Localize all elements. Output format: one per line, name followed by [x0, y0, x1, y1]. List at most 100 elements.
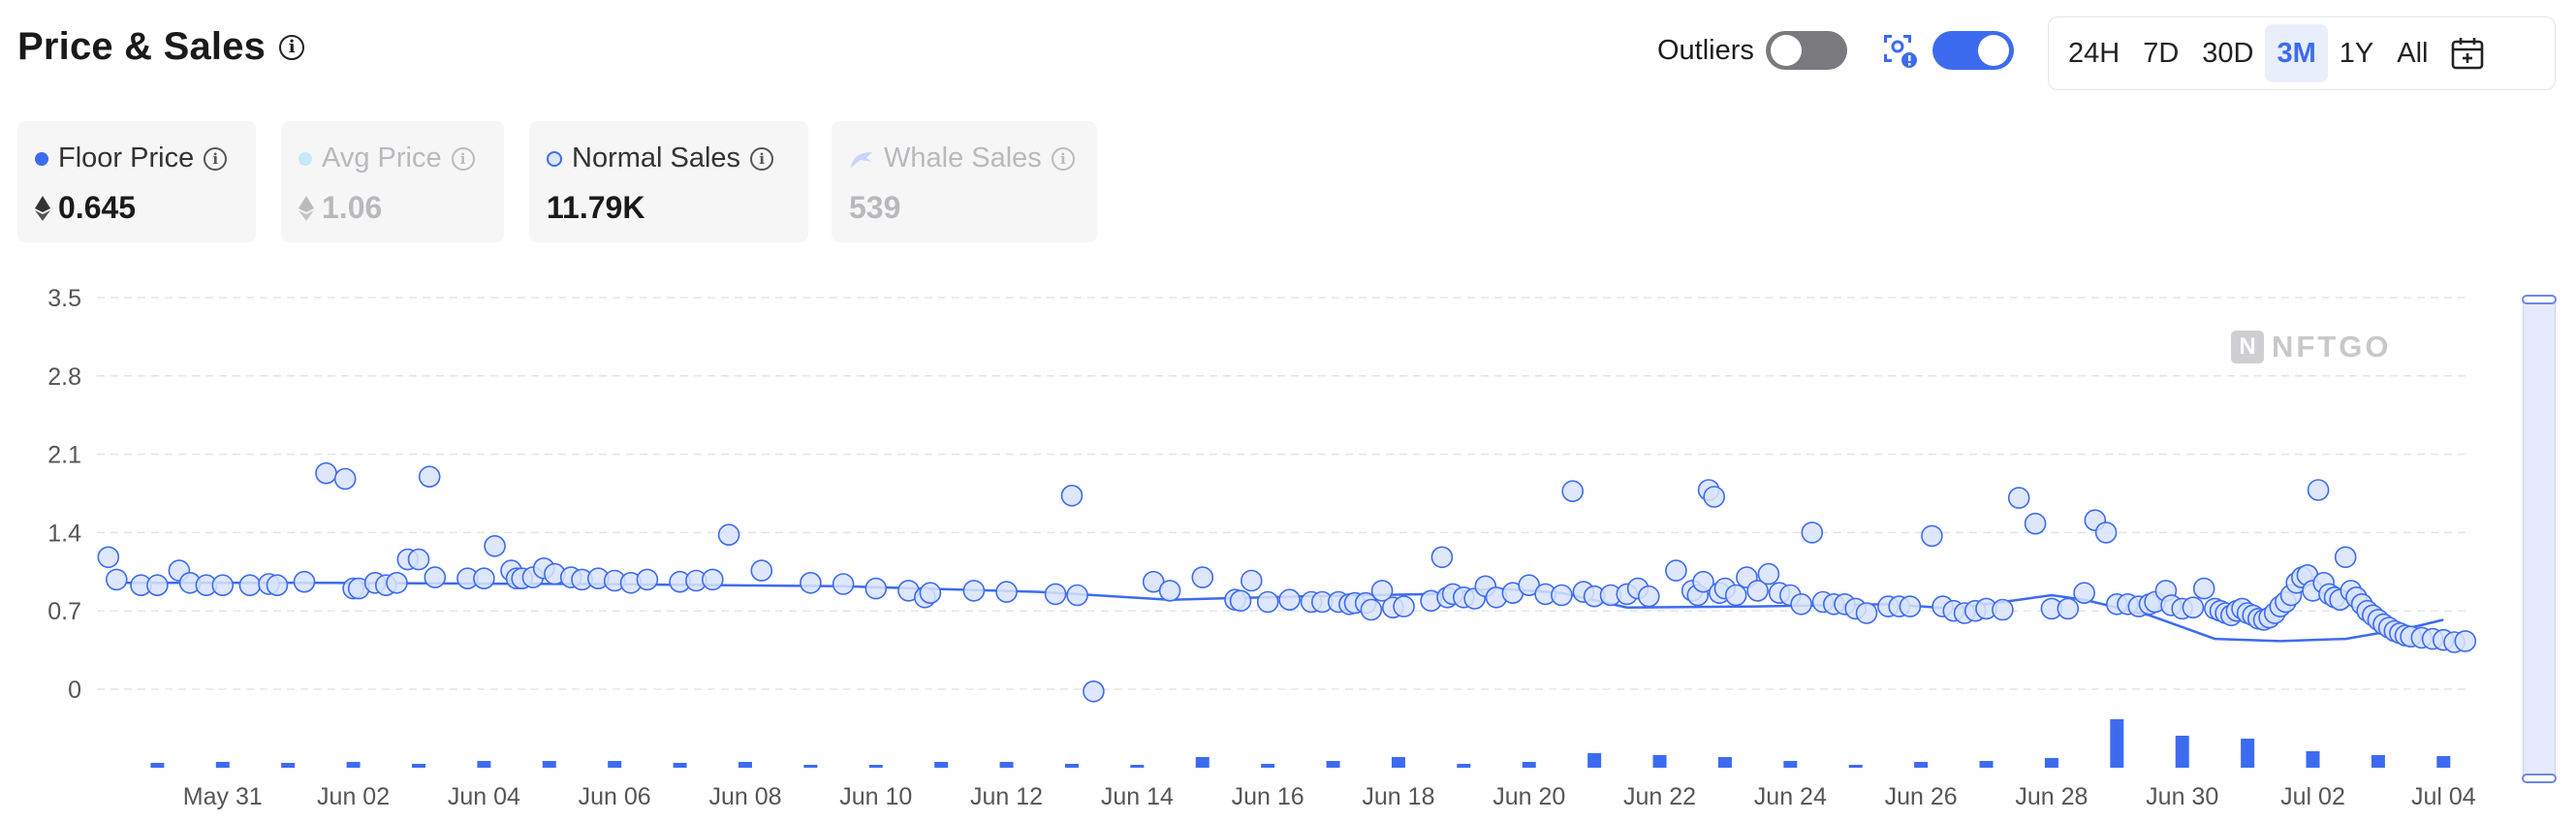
marketplace-switch[interactable]: [1932, 31, 2014, 70]
price-sales-chart[interactable]: 3.5 2.8 2.1 1.4 0.7 0 May 31 Jun 02 Jun 04 Jun 0…: [0, 0, 2520, 822]
chart-header: Price & Sales i: [17, 25, 305, 69]
sale-point[interactable]: [418, 465, 441, 489]
sale-point[interactable]: [1551, 584, 1573, 607]
sale-point[interactable]: [386, 571, 408, 594]
sale-point[interactable]: [266, 574, 289, 597]
info-icon[interactable]: i: [1051, 146, 1075, 171]
sale-point[interactable]: [333, 467, 357, 490]
sale-point[interactable]: [832, 573, 855, 595]
card-label: Normal Sales: [572, 142, 741, 174]
sale-point[interactable]: [800, 571, 822, 594]
volume-bar: [542, 761, 556, 768]
sale-point[interactable]: [1066, 584, 1088, 607]
sale-point[interactable]: [962, 580, 986, 602]
volume-bar: [1391, 757, 1405, 768]
sale-point[interactable]: [2024, 512, 2047, 535]
volume-bar: [1652, 755, 1667, 768]
sale-point[interactable]: [1044, 583, 1067, 606]
avg-price-card[interactable]: Avg Price i 1.06: [281, 121, 504, 242]
watermark-text: NFTGO: [2272, 330, 2392, 364]
sale-point[interactable]: [919, 582, 942, 605]
info-icon[interactable]: i: [279, 34, 305, 60]
sale-point[interactable]: [1360, 598, 1383, 621]
sale-point[interactable]: [750, 559, 773, 582]
x-tick-label: Jun 04: [448, 783, 520, 810]
x-tick-label: Jun 08: [708, 783, 781, 810]
range-1y-button[interactable]: 1Y: [2339, 38, 2374, 69]
sale-point[interactable]: [2057, 597, 2080, 620]
zoom-handle-top[interactable]: [2522, 295, 2557, 304]
zoom-scrollbar[interactable]: [2522, 295, 2557, 783]
sale-point[interactable]: [484, 534, 506, 557]
range-all-button[interactable]: All: [2397, 38, 2429, 69]
sale-point[interactable]: [1158, 580, 1181, 602]
sale-point[interactable]: [1921, 524, 1943, 548]
sale-point[interactable]: [1393, 595, 1415, 617]
sale-point[interactable]: [636, 568, 659, 591]
sale-point[interactable]: [97, 546, 120, 569]
sale-point[interactable]: [2073, 582, 2095, 605]
sale-point[interactable]: [2307, 479, 2330, 501]
range-24h-button[interactable]: 24H: [2068, 38, 2120, 69]
sale-point[interactable]: [146, 574, 169, 597]
volume-bar: [1914, 762, 1929, 768]
sale-point[interactable]: [1790, 592, 1812, 616]
sale-point[interactable]: [407, 548, 430, 571]
range-3m-button[interactable]: 3M: [2265, 24, 2328, 82]
sale-point[interactable]: [717, 523, 740, 547]
sale-point[interactable]: [211, 574, 235, 597]
outliers-switch[interactable]: [1765, 31, 1847, 70]
sale-point[interactable]: [1899, 595, 1922, 617]
floor-price-card[interactable]: Floor Price i 0.645: [17, 121, 256, 242]
sale-point[interactable]: [424, 566, 447, 588]
sale-point[interactable]: [1692, 570, 1714, 593]
sale-point[interactable]: [2454, 630, 2477, 652]
calendar-icon[interactable]: [2450, 36, 2485, 71]
sale-point[interactable]: [1256, 590, 1279, 614]
range-30d-button[interactable]: 30D: [2202, 38, 2254, 69]
sale-point[interactable]: [1191, 566, 1214, 588]
sale-point[interactable]: [995, 581, 1018, 603]
sale-point[interactable]: [1801, 522, 1824, 544]
sale-point[interactable]: [1229, 589, 1252, 613]
sale-point[interactable]: [1241, 569, 1263, 592]
sale-point[interactable]: [315, 461, 337, 485]
x-tick-label: Jun 10: [839, 783, 912, 810]
volume-bar: [2241, 739, 2255, 768]
sale-point[interactable]: [1992, 598, 2014, 621]
sale-point[interactable]: [106, 568, 128, 591]
sale-point[interactable]: [2094, 522, 2118, 544]
zoom-handle-bottom[interactable]: [2522, 774, 2557, 783]
sale-point[interactable]: [1746, 580, 1769, 602]
volume-bar: [803, 765, 818, 768]
sale-point[interactable]: [2192, 577, 2215, 600]
whale-sales-card[interactable]: Whale Sales i 539: [832, 121, 1097, 242]
sale-point[interactable]: [1757, 562, 1780, 585]
sale-point[interactable]: [1370, 580, 1394, 602]
sale-point[interactable]: [701, 568, 724, 591]
sale-point[interactable]: [864, 577, 888, 600]
sale-point[interactable]: [473, 567, 495, 590]
normal-sales-card[interactable]: Normal Sales i 11.79K: [529, 121, 808, 242]
info-icon[interactable]: i: [204, 146, 228, 171]
sale-point[interactable]: [1083, 680, 1105, 703]
sale-point[interactable]: [238, 574, 262, 597]
sale-point[interactable]: [1855, 602, 1878, 624]
sale-point[interactable]: [1430, 546, 1454, 569]
sale-point[interactable]: [1638, 585, 1660, 608]
sales-scatter[interactable]: [97, 461, 2477, 703]
card-value: 1.06: [322, 190, 383, 225]
sale-point[interactable]: [2007, 487, 2030, 509]
sale-point[interactable]: [293, 570, 316, 593]
sale-point[interactable]: [1278, 588, 1301, 612]
sale-point[interactable]: [2182, 596, 2205, 619]
sale-point[interactable]: [1665, 559, 1687, 582]
sale-point[interactable]: [1724, 584, 1747, 607]
info-icon[interactable]: i: [451, 146, 475, 171]
range-7d-button[interactable]: 7D: [2143, 38, 2180, 69]
sale-point[interactable]: [1703, 486, 1725, 508]
sale-point[interactable]: [2334, 546, 2357, 569]
sale-point[interactable]: [1060, 484, 1084, 507]
info-icon[interactable]: i: [750, 146, 774, 171]
sale-point[interactable]: [1561, 480, 1584, 503]
